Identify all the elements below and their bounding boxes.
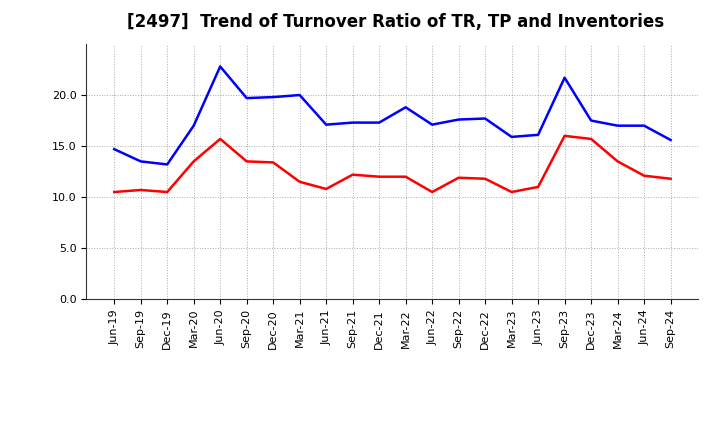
Trade Payables bbox=[322, 122, 330, 127]
Trade Payables bbox=[454, 117, 463, 122]
Trade Receivables bbox=[295, 179, 304, 184]
Line: Trade Payables: Trade Payables bbox=[114, 66, 670, 165]
Trade Payables bbox=[401, 105, 410, 110]
Trade Payables bbox=[295, 92, 304, 98]
Legend: Trade Receivables, Trade Payables, Inventories: Trade Receivables, Trade Payables, Inven… bbox=[168, 438, 617, 440]
Trade Receivables bbox=[189, 159, 198, 164]
Trade Receivables bbox=[110, 189, 119, 194]
Trade Payables bbox=[110, 147, 119, 152]
Trade Receivables bbox=[613, 159, 622, 164]
Trade Payables bbox=[560, 75, 569, 81]
Trade Receivables bbox=[216, 136, 225, 142]
Trade Payables bbox=[348, 120, 357, 125]
Trade Receivables bbox=[322, 186, 330, 191]
Trade Receivables bbox=[454, 175, 463, 180]
Trade Payables bbox=[189, 123, 198, 128]
Trade Receivables bbox=[640, 173, 649, 178]
Trade Receivables bbox=[136, 187, 145, 193]
Trade Payables bbox=[136, 159, 145, 164]
Trade Receivables bbox=[587, 136, 595, 142]
Trade Receivables bbox=[243, 159, 251, 164]
Trade Payables bbox=[243, 95, 251, 101]
Trade Payables bbox=[587, 118, 595, 123]
Trade Payables bbox=[534, 132, 542, 137]
Trade Receivables bbox=[508, 189, 516, 194]
Trade Payables bbox=[375, 120, 384, 125]
Trade Receivables bbox=[375, 174, 384, 180]
Trade Payables bbox=[508, 134, 516, 139]
Trade Payables bbox=[428, 122, 436, 127]
Trade Receivables bbox=[560, 133, 569, 139]
Trade Receivables bbox=[163, 189, 171, 194]
Trade Payables bbox=[481, 116, 490, 121]
Trade Receivables bbox=[269, 160, 277, 165]
Trade Payables bbox=[613, 123, 622, 128]
Trade Receivables bbox=[481, 176, 490, 181]
Trade Receivables bbox=[428, 189, 436, 194]
Trade Payables bbox=[216, 64, 225, 69]
Trade Payables bbox=[640, 123, 649, 128]
Line: Trade Receivables: Trade Receivables bbox=[114, 136, 670, 192]
Text: [2497]  Trend of Turnover Ratio of TR, TP and Inventories: [2497] Trend of Turnover Ratio of TR, TP… bbox=[127, 13, 665, 31]
Trade Payables bbox=[666, 137, 675, 143]
Trade Receivables bbox=[666, 176, 675, 181]
Trade Payables bbox=[269, 95, 277, 100]
Trade Receivables bbox=[401, 174, 410, 180]
Trade Receivables bbox=[348, 172, 357, 177]
Trade Payables bbox=[163, 162, 171, 167]
Trade Receivables bbox=[534, 184, 542, 190]
